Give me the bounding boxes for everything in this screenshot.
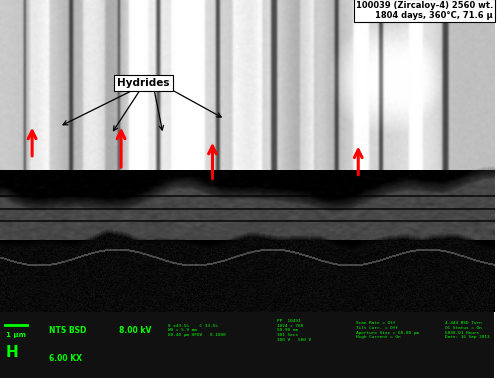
Text: Hydrides: Hydrides bbox=[117, 78, 170, 88]
Text: 0 ±43.5%    C 33.5%
WD = 5.9 mm
80.40 μm HFOV   0.1000: 0 ±43.5% C 33.5% WD = 5.9 mm 80.40 μm HF… bbox=[168, 324, 226, 337]
Text: 6.00 KX: 6.00 KX bbox=[50, 354, 82, 363]
Text: 4.444 BSD Turn
OC Status = On
6030.01 Hours
Date: 16 Sep 2013: 4.444 BSD Turn OC Status = On 6030.01 Ho… bbox=[444, 321, 490, 339]
Text: PP  10491
1024 × 768
50.90 nm
301 Secs
300 V   500 V: PP 10491 1024 × 768 50.90 nm 301 Secs 30… bbox=[276, 319, 311, 342]
Text: H: H bbox=[6, 345, 18, 360]
Text: NTS BSD: NTS BSD bbox=[50, 326, 87, 335]
Text: 1 μm: 1 μm bbox=[6, 332, 26, 338]
Text: 8.00 kV: 8.00 kV bbox=[118, 326, 151, 335]
Text: Scan Rate = Off
Tilt Corr. = Off
Aperture Size = 60.00 μm
High Current = On: Scan Rate = Off Tilt Corr. = Off Apertur… bbox=[356, 321, 419, 339]
Bar bbox=[0, 312, 494, 378]
Text: 100039 (Zircaloy-4) 2560 wt.
1804 days, 360°C, 71.6 μ: 100039 (Zircaloy-4) 2560 wt. 1804 days, … bbox=[356, 1, 493, 20]
